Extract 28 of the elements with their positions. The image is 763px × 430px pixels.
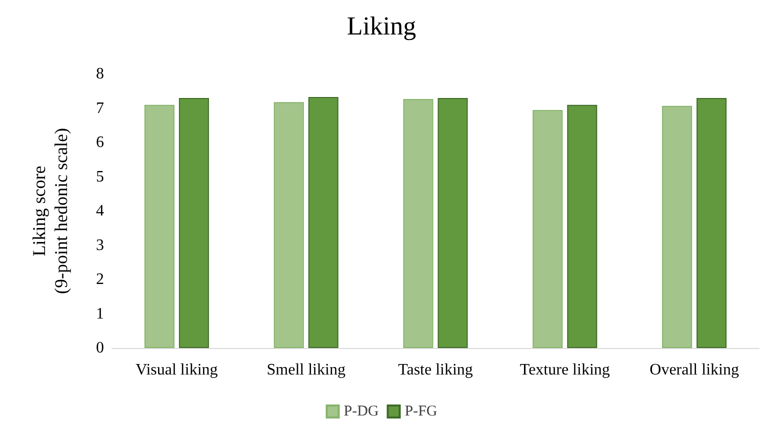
y-tick-label: 2 — [96, 271, 104, 288]
y-tick-label: 7 — [96, 100, 104, 117]
y-tick-label: 6 — [96, 134, 104, 151]
chart-title: Liking — [346, 12, 416, 40]
bar — [532, 110, 563, 348]
x-tick-label: Texture liking — [520, 362, 610, 378]
y-tick-label: 4 — [96, 202, 104, 220]
x-tick-label: Overall liking — [650, 362, 739, 378]
y-tick-label: 5 — [96, 168, 104, 186]
x-tick-label: Visual liking — [136, 362, 218, 378]
bar — [274, 102, 304, 348]
y-tick-label: 0 — [96, 340, 104, 356]
y-tick-label: 8 — [96, 66, 104, 82]
bar — [696, 98, 727, 348]
bar — [178, 98, 209, 348]
bar — [403, 99, 434, 348]
y-tick-label: 1 — [96, 305, 104, 322]
bar — [662, 106, 692, 348]
legend-label: P-DG — [344, 404, 379, 420]
y-axis-title: Liking score (9-point hedonic scale) — [29, 128, 71, 294]
bar — [567, 104, 598, 348]
y-tick-label: 3 — [96, 236, 104, 254]
bar — [308, 96, 338, 348]
bar — [438, 98, 468, 348]
x-tick-label: Smell liking — [266, 362, 346, 378]
bar — [144, 104, 174, 348]
x-tick-label: Taste liking — [398, 362, 473, 378]
legend-label: P-FG — [404, 404, 438, 420]
